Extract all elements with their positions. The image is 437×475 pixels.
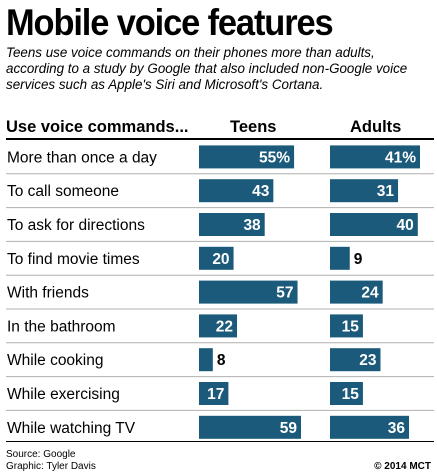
teens-value-label: 20: [212, 251, 229, 268]
adults-bar: [330, 280, 383, 304]
teens-bar: [199, 382, 229, 405]
adults-bar: [330, 348, 381, 372]
teens-bar: [199, 280, 298, 304]
teens-value-label: 55%: [259, 149, 290, 166]
footer-rule: [6, 441, 434, 442]
category-label: In the bathroom: [7, 318, 116, 335]
teens-bar: [199, 179, 274, 203]
adults-value-label: 15: [342, 318, 360, 335]
adults-value-label: 9: [354, 251, 363, 268]
teens-value-label: 57: [276, 285, 293, 302]
teens-value-label: 59: [280, 420, 298, 437]
adults-value-label: 36: [388, 420, 406, 437]
adults-bar: [330, 145, 420, 169]
teens-bar: [199, 314, 238, 338]
header-rule: [6, 138, 434, 140]
graphic-credit: Graphic: Tyler Davis: [6, 461, 96, 472]
copyright-credit: © 2014 MCT: [374, 461, 431, 472]
teens-bar: [199, 415, 301, 439]
adults-value-label: 41%: [385, 149, 416, 166]
adults-bar: [330, 246, 350, 270]
category-column-header: Use voice commands...: [6, 118, 189, 136]
adults-value-label: 15: [342, 386, 360, 403]
adults-value-label: 40: [397, 217, 414, 234]
adults-bar: [330, 415, 410, 439]
category-label: While watching TV: [7, 420, 136, 437]
teens-bar: [199, 348, 213, 372]
adults-value-label: 23: [359, 352, 377, 369]
category-label: With friends: [7, 285, 89, 302]
adults-bar: [330, 179, 399, 203]
teens-value-label: 43: [252, 183, 270, 200]
chart-title: Mobile voice features: [6, 2, 334, 43]
adults-bar: [330, 213, 418, 236]
adults-bar: [330, 382, 363, 405]
teens-value-label: 17: [207, 386, 224, 403]
teens-bar: [199, 246, 234, 270]
adults-value-label: 31: [377, 183, 395, 200]
category-label: While cooking: [7, 352, 104, 369]
teens-value-label: 38: [243, 217, 261, 234]
adults-column-header: Adults: [350, 118, 402, 136]
category-label: To find movie times: [7, 251, 140, 268]
category-label: To call someone: [7, 183, 119, 200]
teens-column-header: Teens: [230, 118, 277, 136]
teens-bar: [199, 213, 265, 236]
teens-value-label: 22: [216, 318, 233, 335]
adults-bar: [330, 314, 363, 338]
adults-value-label: 24: [361, 285, 379, 302]
teens-bar: [199, 145, 295, 169]
source-note: Source: Google: [6, 449, 76, 460]
chart-subtitle: Teens use voice commands on their phones…: [6, 45, 408, 92]
teens-value-label: 8: [217, 352, 226, 369]
category-label: While exercising: [7, 386, 120, 403]
category-label: More than once a day: [7, 149, 157, 166]
category-label: To ask for directions: [7, 217, 145, 234]
